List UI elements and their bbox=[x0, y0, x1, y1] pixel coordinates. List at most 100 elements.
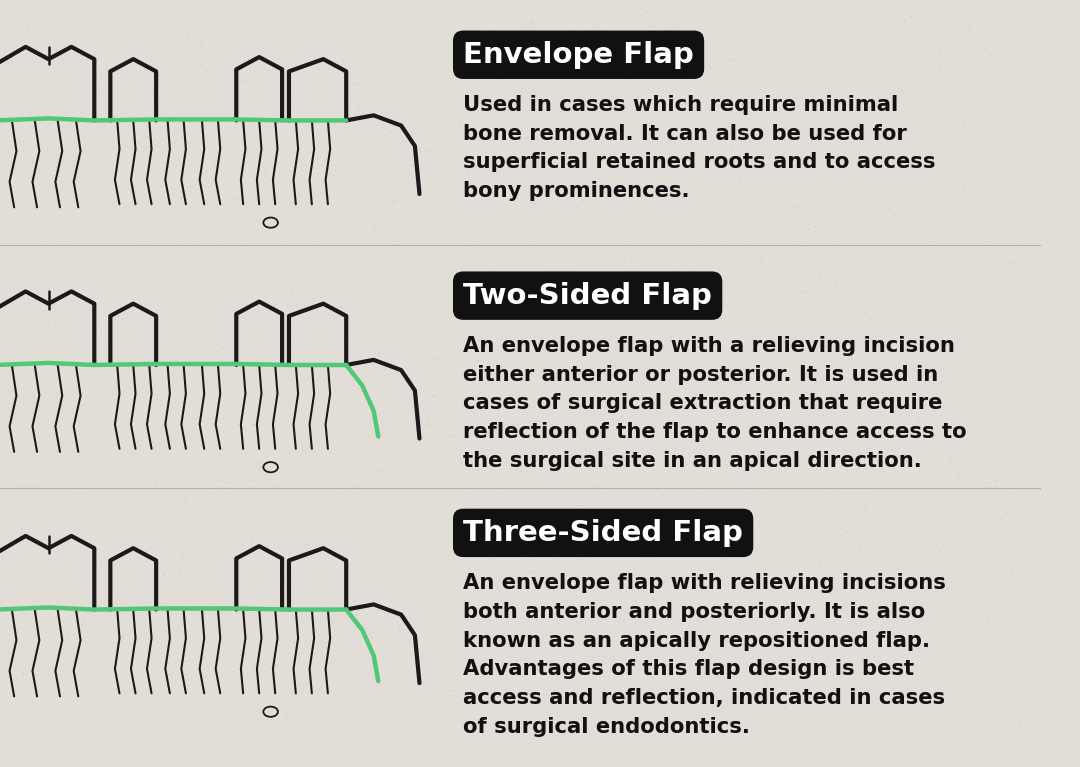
Point bbox=[333, 609, 350, 621]
Point bbox=[526, 545, 543, 558]
Point bbox=[798, 49, 815, 61]
Point bbox=[702, 660, 719, 673]
Point bbox=[222, 122, 240, 134]
Point bbox=[38, 245, 55, 257]
Point bbox=[76, 405, 93, 417]
Point bbox=[135, 260, 152, 272]
Point bbox=[456, 550, 473, 562]
Point bbox=[215, 619, 232, 631]
Point bbox=[848, 197, 865, 209]
Point bbox=[903, 640, 920, 652]
Point bbox=[867, 515, 885, 528]
Point bbox=[73, 225, 91, 238]
Point bbox=[307, 703, 324, 715]
Point bbox=[879, 226, 896, 239]
Point bbox=[834, 348, 851, 360]
Point bbox=[912, 476, 929, 489]
Point bbox=[0, 258, 13, 270]
Point bbox=[195, 591, 213, 604]
Point bbox=[143, 637, 160, 650]
Point bbox=[289, 526, 307, 538]
Point bbox=[109, 143, 126, 155]
Point bbox=[445, 54, 462, 67]
Point bbox=[490, 316, 508, 328]
Point bbox=[329, 232, 347, 245]
Point bbox=[710, 18, 727, 31]
Point bbox=[562, 271, 579, 283]
Point bbox=[498, 106, 515, 118]
Point bbox=[56, 0, 73, 12]
Point bbox=[603, 548, 620, 561]
Point bbox=[643, 371, 660, 384]
Point bbox=[455, 15, 472, 27]
Point bbox=[48, 232, 65, 245]
Point bbox=[950, 584, 968, 597]
Point bbox=[746, 668, 764, 680]
Point bbox=[626, 660, 644, 672]
Point bbox=[853, 356, 870, 368]
Point bbox=[908, 526, 926, 538]
Point bbox=[692, 453, 710, 466]
Point bbox=[14, 285, 31, 297]
Point bbox=[393, 325, 410, 337]
Point bbox=[470, 334, 487, 346]
Point bbox=[519, 260, 537, 272]
Point bbox=[86, 483, 104, 495]
Point bbox=[985, 3, 1002, 15]
Point bbox=[729, 722, 746, 734]
Point bbox=[332, 353, 349, 365]
Point bbox=[629, 353, 646, 365]
Point bbox=[861, 72, 878, 84]
Point bbox=[846, 454, 863, 466]
Point bbox=[477, 567, 495, 579]
Point bbox=[129, 144, 146, 156]
Point bbox=[575, 450, 592, 463]
Point bbox=[618, 197, 635, 209]
Point bbox=[915, 31, 932, 44]
Point bbox=[239, 506, 256, 518]
Point bbox=[391, 87, 408, 100]
Point bbox=[38, 85, 55, 97]
Point bbox=[757, 125, 774, 137]
Point bbox=[281, 278, 298, 291]
Point bbox=[527, 38, 544, 50]
Point bbox=[458, 613, 475, 625]
Point bbox=[110, 153, 127, 165]
Point bbox=[525, 483, 542, 495]
Point bbox=[634, 30, 651, 42]
Point bbox=[431, 117, 448, 129]
Point bbox=[225, 235, 242, 247]
Point bbox=[769, 638, 786, 650]
Point bbox=[311, 202, 328, 215]
Point bbox=[69, 555, 86, 568]
Point bbox=[921, 722, 939, 734]
Point bbox=[914, 321, 931, 333]
Point bbox=[975, 643, 993, 655]
Point bbox=[978, 720, 996, 732]
Point bbox=[882, 644, 900, 657]
Point bbox=[759, 229, 777, 241]
Point bbox=[589, 355, 606, 367]
Point bbox=[611, 46, 629, 58]
Point bbox=[492, 206, 510, 218]
Point bbox=[264, 17, 281, 29]
Point bbox=[465, 533, 483, 545]
Point bbox=[191, 304, 208, 317]
Point bbox=[256, 170, 273, 183]
Point bbox=[998, 661, 1015, 673]
Point bbox=[434, 360, 451, 372]
Point bbox=[664, 433, 681, 446]
Point bbox=[491, 383, 509, 395]
Point bbox=[923, 364, 941, 376]
Point bbox=[995, 149, 1012, 161]
Point bbox=[50, 62, 67, 74]
Point bbox=[92, 278, 109, 291]
Point bbox=[531, 678, 549, 690]
Point bbox=[319, 348, 336, 360]
Point bbox=[684, 722, 701, 734]
Point bbox=[275, 473, 293, 486]
Point bbox=[545, 335, 563, 347]
Point bbox=[590, 403, 607, 416]
Point bbox=[328, 237, 346, 249]
Point bbox=[271, 463, 288, 475]
